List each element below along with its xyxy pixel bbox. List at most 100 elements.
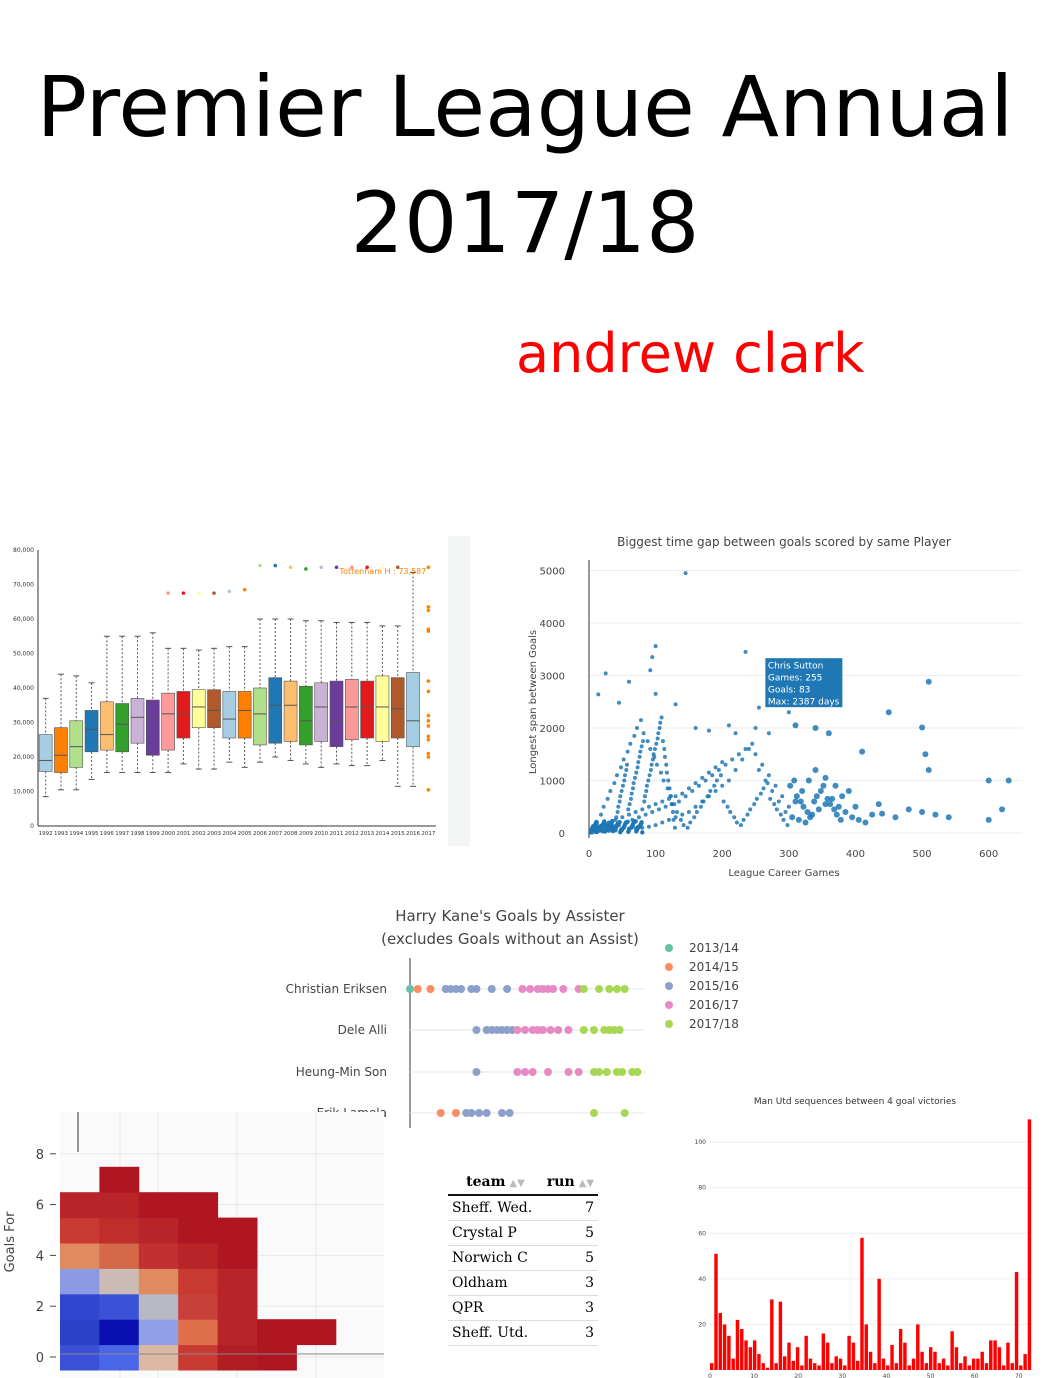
bar bbox=[989, 1340, 993, 1370]
bar bbox=[722, 1324, 727, 1370]
kane-goal-point bbox=[513, 1068, 522, 1076]
scatter-point bbox=[694, 810, 699, 814]
scatter-point bbox=[596, 692, 601, 697]
scatter-point bbox=[833, 811, 840, 818]
kane-goal-point bbox=[546, 1026, 555, 1034]
scatter-point bbox=[837, 816, 844, 823]
scatter-point bbox=[656, 731, 661, 736]
scatter-point bbox=[766, 731, 771, 736]
kane-goal-point bbox=[487, 985, 496, 993]
bar bbox=[950, 1331, 954, 1370]
box-outlier bbox=[426, 565, 431, 570]
scatter-point bbox=[623, 820, 628, 826]
bar bbox=[795, 1347, 800, 1370]
scatter-point bbox=[741, 817, 746, 822]
bar bbox=[877, 1278, 881, 1370]
scatter-point bbox=[802, 819, 809, 826]
scatter-point bbox=[603, 671, 608, 676]
scatter-point bbox=[612, 781, 617, 786]
scatter-point bbox=[732, 815, 737, 820]
scatter-point bbox=[925, 767, 932, 773]
scatter-point bbox=[647, 773, 652, 778]
bar bbox=[916, 1324, 920, 1370]
scatter-point bbox=[651, 752, 656, 757]
scatter-point bbox=[754, 796, 759, 801]
box-body bbox=[207, 689, 221, 728]
kane-goal-point bbox=[564, 1068, 573, 1076]
x-tick-label: 2014 bbox=[375, 831, 389, 837]
scatter-point bbox=[835, 803, 842, 810]
y-tick-label: 40,000 bbox=[13, 685, 34, 692]
bar bbox=[778, 1301, 783, 1370]
legend-label: 2017/18 bbox=[689, 1017, 739, 1031]
x-tick-label: 2009 bbox=[299, 831, 313, 837]
scatter-point bbox=[627, 826, 632, 831]
legend-marker bbox=[665, 963, 673, 971]
box-outlier bbox=[212, 591, 216, 595]
heatmap-cell bbox=[60, 1268, 100, 1295]
scatter-point bbox=[642, 799, 647, 804]
x-tick-label: 200 bbox=[713, 849, 732, 860]
scatter-point bbox=[750, 741, 755, 746]
x-tick-label: 100 bbox=[646, 849, 665, 860]
scatter-point bbox=[822, 774, 829, 781]
x-tick-label: 2005 bbox=[238, 831, 252, 837]
scatter-point bbox=[925, 678, 932, 685]
bar bbox=[971, 1358, 976, 1370]
bar bbox=[933, 1351, 937, 1370]
table-row: QPR 3 bbox=[448, 1295, 598, 1321]
scatter-point bbox=[756, 768, 761, 772]
kane-goal-point bbox=[528, 1068, 537, 1076]
bar bbox=[748, 1347, 753, 1370]
box-outlier bbox=[395, 565, 400, 570]
box-body bbox=[390, 677, 405, 739]
scatter-point bbox=[693, 781, 698, 786]
scatter-point bbox=[633, 810, 638, 814]
box-outlier bbox=[426, 605, 431, 609]
scatter-point bbox=[618, 765, 623, 770]
scatter-point bbox=[812, 767, 819, 773]
y-tick-label: 50,000 bbox=[13, 651, 34, 658]
scatter-point bbox=[610, 818, 615, 824]
scatter-point bbox=[774, 807, 779, 812]
scatter-point bbox=[662, 747, 667, 751]
col-header-team[interactable]: team ▲▼ bbox=[448, 1170, 543, 1196]
scatter-point bbox=[660, 799, 665, 804]
scatter-point bbox=[605, 796, 610, 801]
x-tick-label: 500 bbox=[913, 849, 932, 860]
x-tick-label: 2011 bbox=[330, 831, 344, 837]
sort-icon[interactable]: ▲▼ bbox=[509, 1178, 525, 1189]
scatter-point bbox=[845, 788, 852, 794]
scatter-point bbox=[616, 700, 621, 705]
scatter-point bbox=[590, 824, 596, 829]
bar bbox=[804, 1335, 808, 1370]
scatter-point bbox=[690, 789, 695, 793]
bar bbox=[851, 1342, 856, 1370]
box-body bbox=[329, 680, 344, 747]
scatter-point bbox=[685, 825, 690, 830]
scatter-point bbox=[721, 799, 726, 804]
scatter-point bbox=[726, 778, 731, 783]
y-tick-label: 30,000 bbox=[13, 720, 34, 727]
attendance-boxplot-chart: 0 10,000 20,000 30,000 40,000 50,000 60,000 70,… bbox=[13, 536, 470, 846]
scatter-point bbox=[811, 798, 818, 805]
col-header-run[interactable]: run ▲▼ bbox=[542, 1170, 598, 1196]
heatmap-cell bbox=[138, 1192, 179, 1219]
heatmap-cell bbox=[99, 1217, 140, 1244]
x-tick-label: 2017 bbox=[421, 831, 435, 837]
scatter-point bbox=[594, 819, 599, 825]
scatter-point bbox=[985, 816, 992, 823]
kane-goal-point bbox=[559, 985, 568, 993]
box-outlier bbox=[426, 734, 431, 739]
bar bbox=[984, 1363, 989, 1370]
kane-goal-point bbox=[564, 1026, 573, 1034]
scatter-point bbox=[666, 778, 671, 783]
scatter-point bbox=[672, 825, 677, 830]
scatter-point bbox=[649, 762, 654, 767]
box-body bbox=[268, 677, 283, 744]
bar bbox=[868, 1351, 873, 1370]
scatter-point bbox=[681, 823, 686, 828]
table-row: Oldham 3 bbox=[448, 1270, 598, 1296]
sort-icon[interactable]: ▲▼ bbox=[578, 1178, 595, 1189]
scatter-point bbox=[686, 786, 691, 791]
